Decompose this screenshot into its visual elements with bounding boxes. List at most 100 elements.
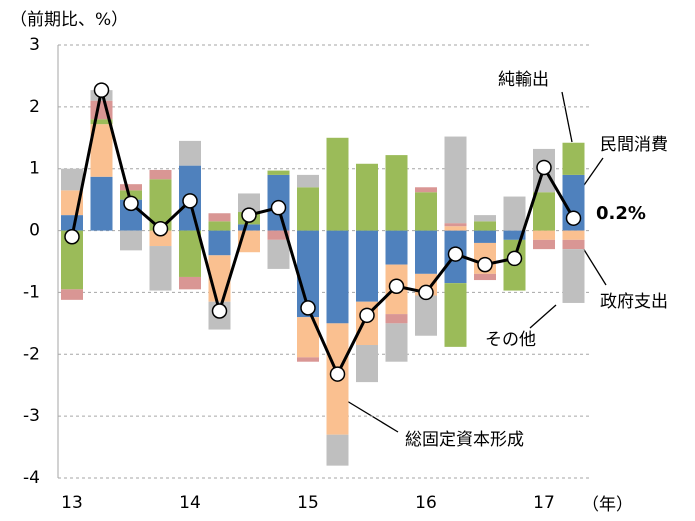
leader-line [529, 304, 557, 329]
bar-segment [297, 357, 319, 362]
bar-segment [149, 169, 172, 180]
bar-segment [179, 230, 201, 277]
bar-segment [562, 249, 585, 303]
bar-segment [297, 187, 319, 231]
bar-segment [267, 230, 290, 240]
bar-segment [61, 215, 83, 231]
total-point [123, 195, 139, 212]
bar-segment [326, 230, 349, 324]
y-tick-label: 0 [29, 221, 40, 241]
bar-segment [120, 230, 142, 251]
annotation: 0.2% [596, 203, 646, 224]
bar-segment [356, 230, 378, 302]
total-point [565, 210, 582, 226]
bar-segment [533, 192, 555, 231]
bar-segment [415, 187, 437, 193]
bar-segment [267, 170, 290, 175]
total-point [93, 82, 110, 98]
x-tick-label: 15 [297, 493, 319, 513]
bar-segment [90, 119, 113, 125]
bar-segment [385, 323, 408, 362]
bar-segment [503, 230, 526, 240]
x-axis-unit: （年） [582, 495, 633, 515]
bar-segment [562, 142, 585, 175]
bar-segment [179, 276, 201, 290]
bar-segment [61, 289, 83, 300]
total-point [359, 307, 375, 324]
bar-segment [61, 168, 83, 191]
bar-segment [415, 192, 437, 231]
total-point [418, 284, 434, 301]
total-point [270, 199, 287, 216]
total-point [64, 229, 80, 245]
bar-segment [385, 230, 408, 265]
bar-segment [208, 221, 231, 231]
total-point [211, 303, 228, 319]
bar-segment [120, 190, 142, 200]
bar-segment [238, 193, 260, 213]
bar-segment [415, 230, 437, 274]
bar-segment [356, 163, 378, 231]
bar-segment [385, 155, 408, 231]
leader-line [341, 397, 399, 433]
bar-segment [562, 230, 585, 240]
bar-segment [149, 230, 172, 247]
bar-segment [120, 184, 142, 191]
bar-segment [297, 174, 319, 188]
bar-segment [179, 140, 201, 166]
annotation: 民間消費 [600, 135, 668, 155]
total-point [388, 278, 405, 294]
bar-segment [474, 215, 496, 222]
bar-segment [533, 230, 555, 240]
bar-segment [385, 314, 408, 324]
leader-line [561, 91, 573, 143]
total-point [447, 246, 464, 262]
bar-segment [562, 239, 585, 250]
total-point [329, 366, 346, 382]
leader-line [582, 247, 607, 286]
total-point [241, 207, 257, 223]
x-tick-label: 16 [415, 493, 437, 513]
bar-segment [474, 273, 496, 281]
annotation: 総固定資本形成 [405, 430, 524, 450]
x-tick-label: 13 [61, 493, 83, 513]
y-tick-label: 1 [29, 159, 40, 179]
bar-segment [503, 196, 526, 231]
bar-segment [356, 345, 378, 383]
annotation: 純輸出 [498, 70, 549, 90]
bar-segment [297, 230, 319, 318]
y-tick-label: -4 [23, 468, 40, 488]
bar-segment [444, 283, 467, 347]
total-point [506, 250, 523, 267]
bar-segment [208, 230, 231, 256]
bar-segment [61, 230, 83, 290]
x-tick-label: 14 [179, 493, 201, 513]
bar-segment [533, 239, 555, 250]
y-tick-label: -1 [23, 282, 40, 302]
bar-segment [267, 239, 290, 269]
bar-segment [208, 213, 231, 222]
y-tick-label: -2 [23, 344, 40, 364]
bar-segment [90, 176, 113, 231]
bar-segment [474, 230, 496, 243]
bar-segment [149, 246, 172, 291]
y-tick-label: -3 [23, 406, 40, 426]
bar-segment [444, 136, 467, 224]
total-point [536, 159, 552, 176]
annotation: その他 [485, 330, 536, 350]
bar-segment [90, 124, 113, 177]
total-point [300, 300, 316, 316]
bar-segment [444, 226, 467, 231]
y-tick-label: 3 [29, 35, 40, 55]
annotation: 政府支出 [600, 292, 668, 312]
bar-segment [149, 179, 172, 231]
bar-segment [297, 317, 319, 358]
bar-segment [415, 295, 437, 336]
bar-segment [326, 137, 349, 231]
y-axis-label: （前期比、%） [10, 10, 128, 30]
total-point [477, 256, 493, 273]
y-tick-label: 2 [29, 97, 40, 117]
bar-segment [474, 221, 496, 231]
total-point [182, 193, 198, 209]
bar-segment [326, 434, 349, 466]
